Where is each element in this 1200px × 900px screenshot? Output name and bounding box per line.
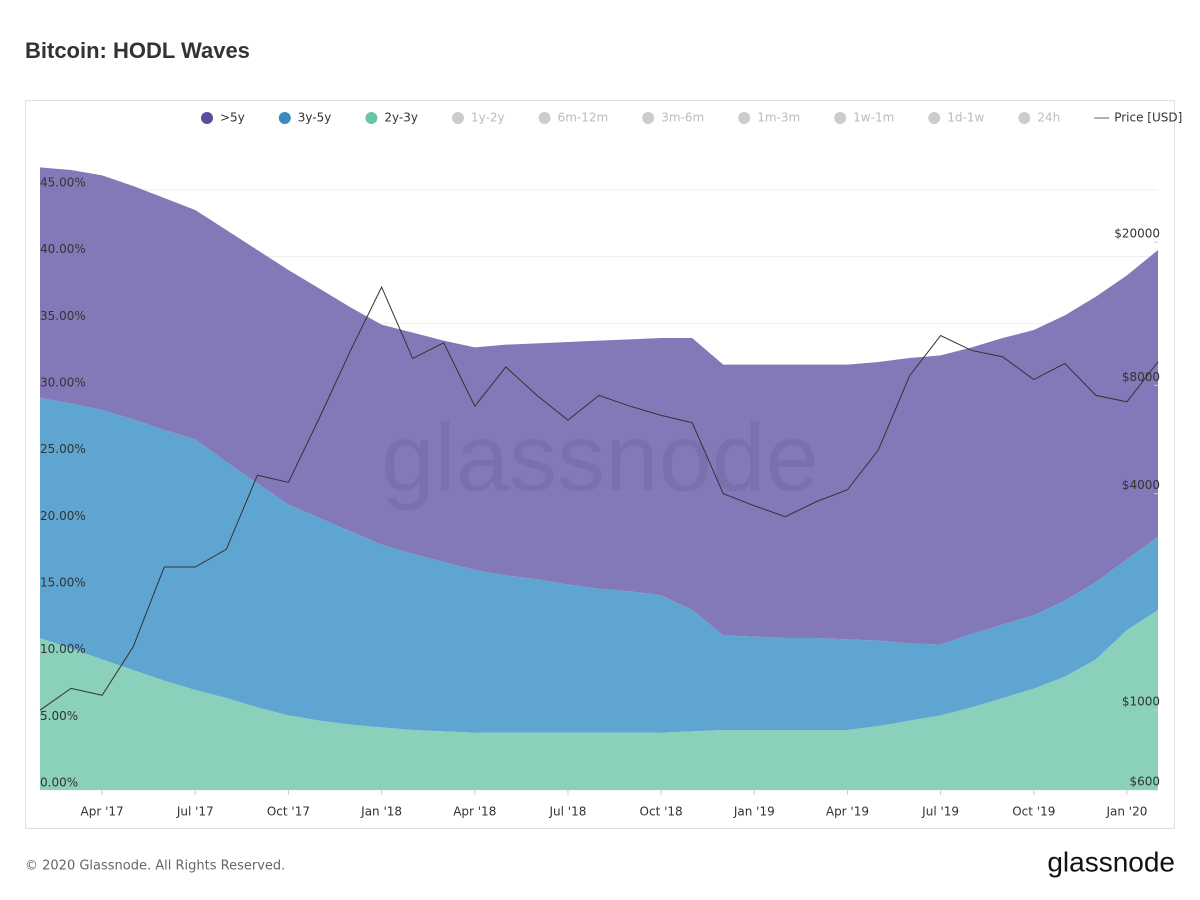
chart-title: Bitcoin: HODL Waves [25,38,250,63]
legend-marker [642,112,655,124]
legend-marker [201,112,213,124]
x-tick-label: Jan '20 [1105,805,1147,819]
legend-marker [365,112,378,124]
y2-tick-label: $600 [1129,775,1160,789]
legend-marker [834,112,847,124]
y-tick-label: 10.00% [40,642,86,656]
legend-marker [451,112,464,124]
footer: © 2020 Glassnode. All Rights Reserved. [25,859,285,874]
y-tick-label: 0.00% [40,776,78,790]
legend-label: 1m-3m [757,111,800,125]
y2-tick-label: $8000 [1122,370,1160,384]
area [40,167,1158,645]
legend-label: 3m-6m [661,111,704,125]
legend-marker [928,112,941,124]
x-tick-label: Jul '18 [549,805,587,819]
y-tick-label: 45.00% [40,176,86,190]
legend-label: 2y-3y [384,111,418,125]
y-tick-label: 35.00% [40,309,86,323]
x-tick-label: Jul '17 [176,805,214,819]
x-tick-label: Oct '17 [267,805,310,819]
legend-label: 1y-2y [471,111,505,125]
y-tick-label: 25.00% [40,442,86,456]
legend-marker [278,112,291,124]
y-tick-label: 30.00% [40,376,86,390]
legend-label: 1d-1w [947,111,984,125]
y-tick-label: 5.00% [40,709,78,723]
x-tick-label: Apr '19 [826,805,869,819]
legend-label: >5y [220,111,245,125]
logo: glassnode [1047,846,1175,877]
y-tick-label: 40.00% [40,242,86,256]
x-tick-label: Jan '18 [360,805,402,819]
y-tick-label: 15.00% [40,576,86,590]
area [40,398,1158,733]
y-tick-label: 20.00% [40,509,86,523]
x-tick-label: Apr '18 [453,805,496,819]
plot-frame [25,100,1175,829]
legend-marker [1018,112,1031,124]
y2-tick-label: $4000 [1122,478,1160,492]
legend-label: 24h [1037,111,1060,125]
x-tick-label: Oct '19 [1012,805,1055,819]
x-tick-label: Apr '17 [81,805,124,819]
x-tick-label: Jul '19 [921,805,959,819]
y2-tick-label: $20000 [1114,227,1160,241]
x-tick-label: Oct '18 [640,805,683,819]
legend-label: 3y-5y [298,111,332,125]
price-line [39,285,1159,711]
legend-label: 6m-12m [558,111,609,125]
x-tick-label: Jan '19 [733,805,775,819]
legend-label: 1w-1m [853,111,894,125]
legend-label: Price [USD] [1114,111,1182,125]
watermark: glassnode [381,404,819,511]
y2-tick-label: $1000 [1122,695,1160,709]
area [40,610,1158,790]
legend-marker [538,112,551,124]
legend-marker [738,112,751,124]
